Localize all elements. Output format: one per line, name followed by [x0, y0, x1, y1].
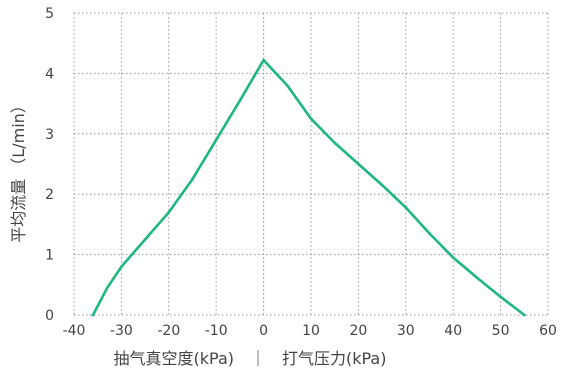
series-line — [91, 58, 526, 317]
x-tick-label: -40 — [63, 323, 86, 339]
data-point — [309, 117, 313, 120]
data-point — [167, 211, 171, 214]
axis-layer: -40 -30 -20 -10 0 10 20 30 40 50 60 0 1 2 3 4 5 — [45, 6, 557, 339]
y-axis-title: 平均流量 （L/min） — [9, 97, 28, 243]
y-tick-label: 0 — [45, 308, 54, 324]
data-point — [451, 256, 455, 259]
data-point — [120, 265, 123, 268]
data-point — [499, 295, 502, 299]
y-tick-label: 1 — [45, 248, 54, 264]
x-tick-label: 30 — [397, 323, 415, 339]
data-point — [214, 138, 218, 142]
grid-layer — [73, 12, 549, 316]
series-layer — [91, 58, 526, 317]
x-tick-label: 20 — [349, 323, 367, 339]
data-point — [286, 84, 289, 87]
x-tick-label: -20 — [157, 323, 180, 339]
y-tick-label: 2 — [45, 187, 54, 203]
data-point — [523, 313, 526, 317]
data-point — [380, 183, 384, 187]
data-point — [428, 232, 431, 235]
x-tick-label: 50 — [492, 323, 510, 339]
y-tick-label: 4 — [45, 66, 54, 82]
x-tick-label: 0 — [259, 323, 268, 339]
data-point — [404, 206, 408, 209]
x-tick-label: 60 — [539, 323, 557, 339]
label-layer: 抽气真空度(kPa) ｜ 打气压力(kPa) 平均流量 （L/min） — [9, 97, 386, 368]
y-tick-label: 3 — [45, 127, 54, 143]
x-tick-label: 10 — [302, 323, 320, 339]
data-point — [238, 99, 242, 102]
data-point — [143, 238, 147, 241]
y-tick-label: 5 — [45, 6, 54, 22]
data-point — [91, 313, 95, 317]
data-point — [262, 58, 265, 62]
x-tick-label: -30 — [110, 323, 133, 339]
data-point — [191, 177, 194, 181]
data-point — [333, 141, 337, 145]
data-point — [105, 286, 109, 290]
x-tick-label: 40 — [444, 323, 462, 339]
data-point — [357, 162, 360, 166]
x-axis-title: 抽气真空度(kPa) ｜ 打气压力(kPa) — [114, 349, 387, 368]
x-tick-label: -10 — [205, 323, 228, 339]
data-point — [475, 276, 479, 279]
